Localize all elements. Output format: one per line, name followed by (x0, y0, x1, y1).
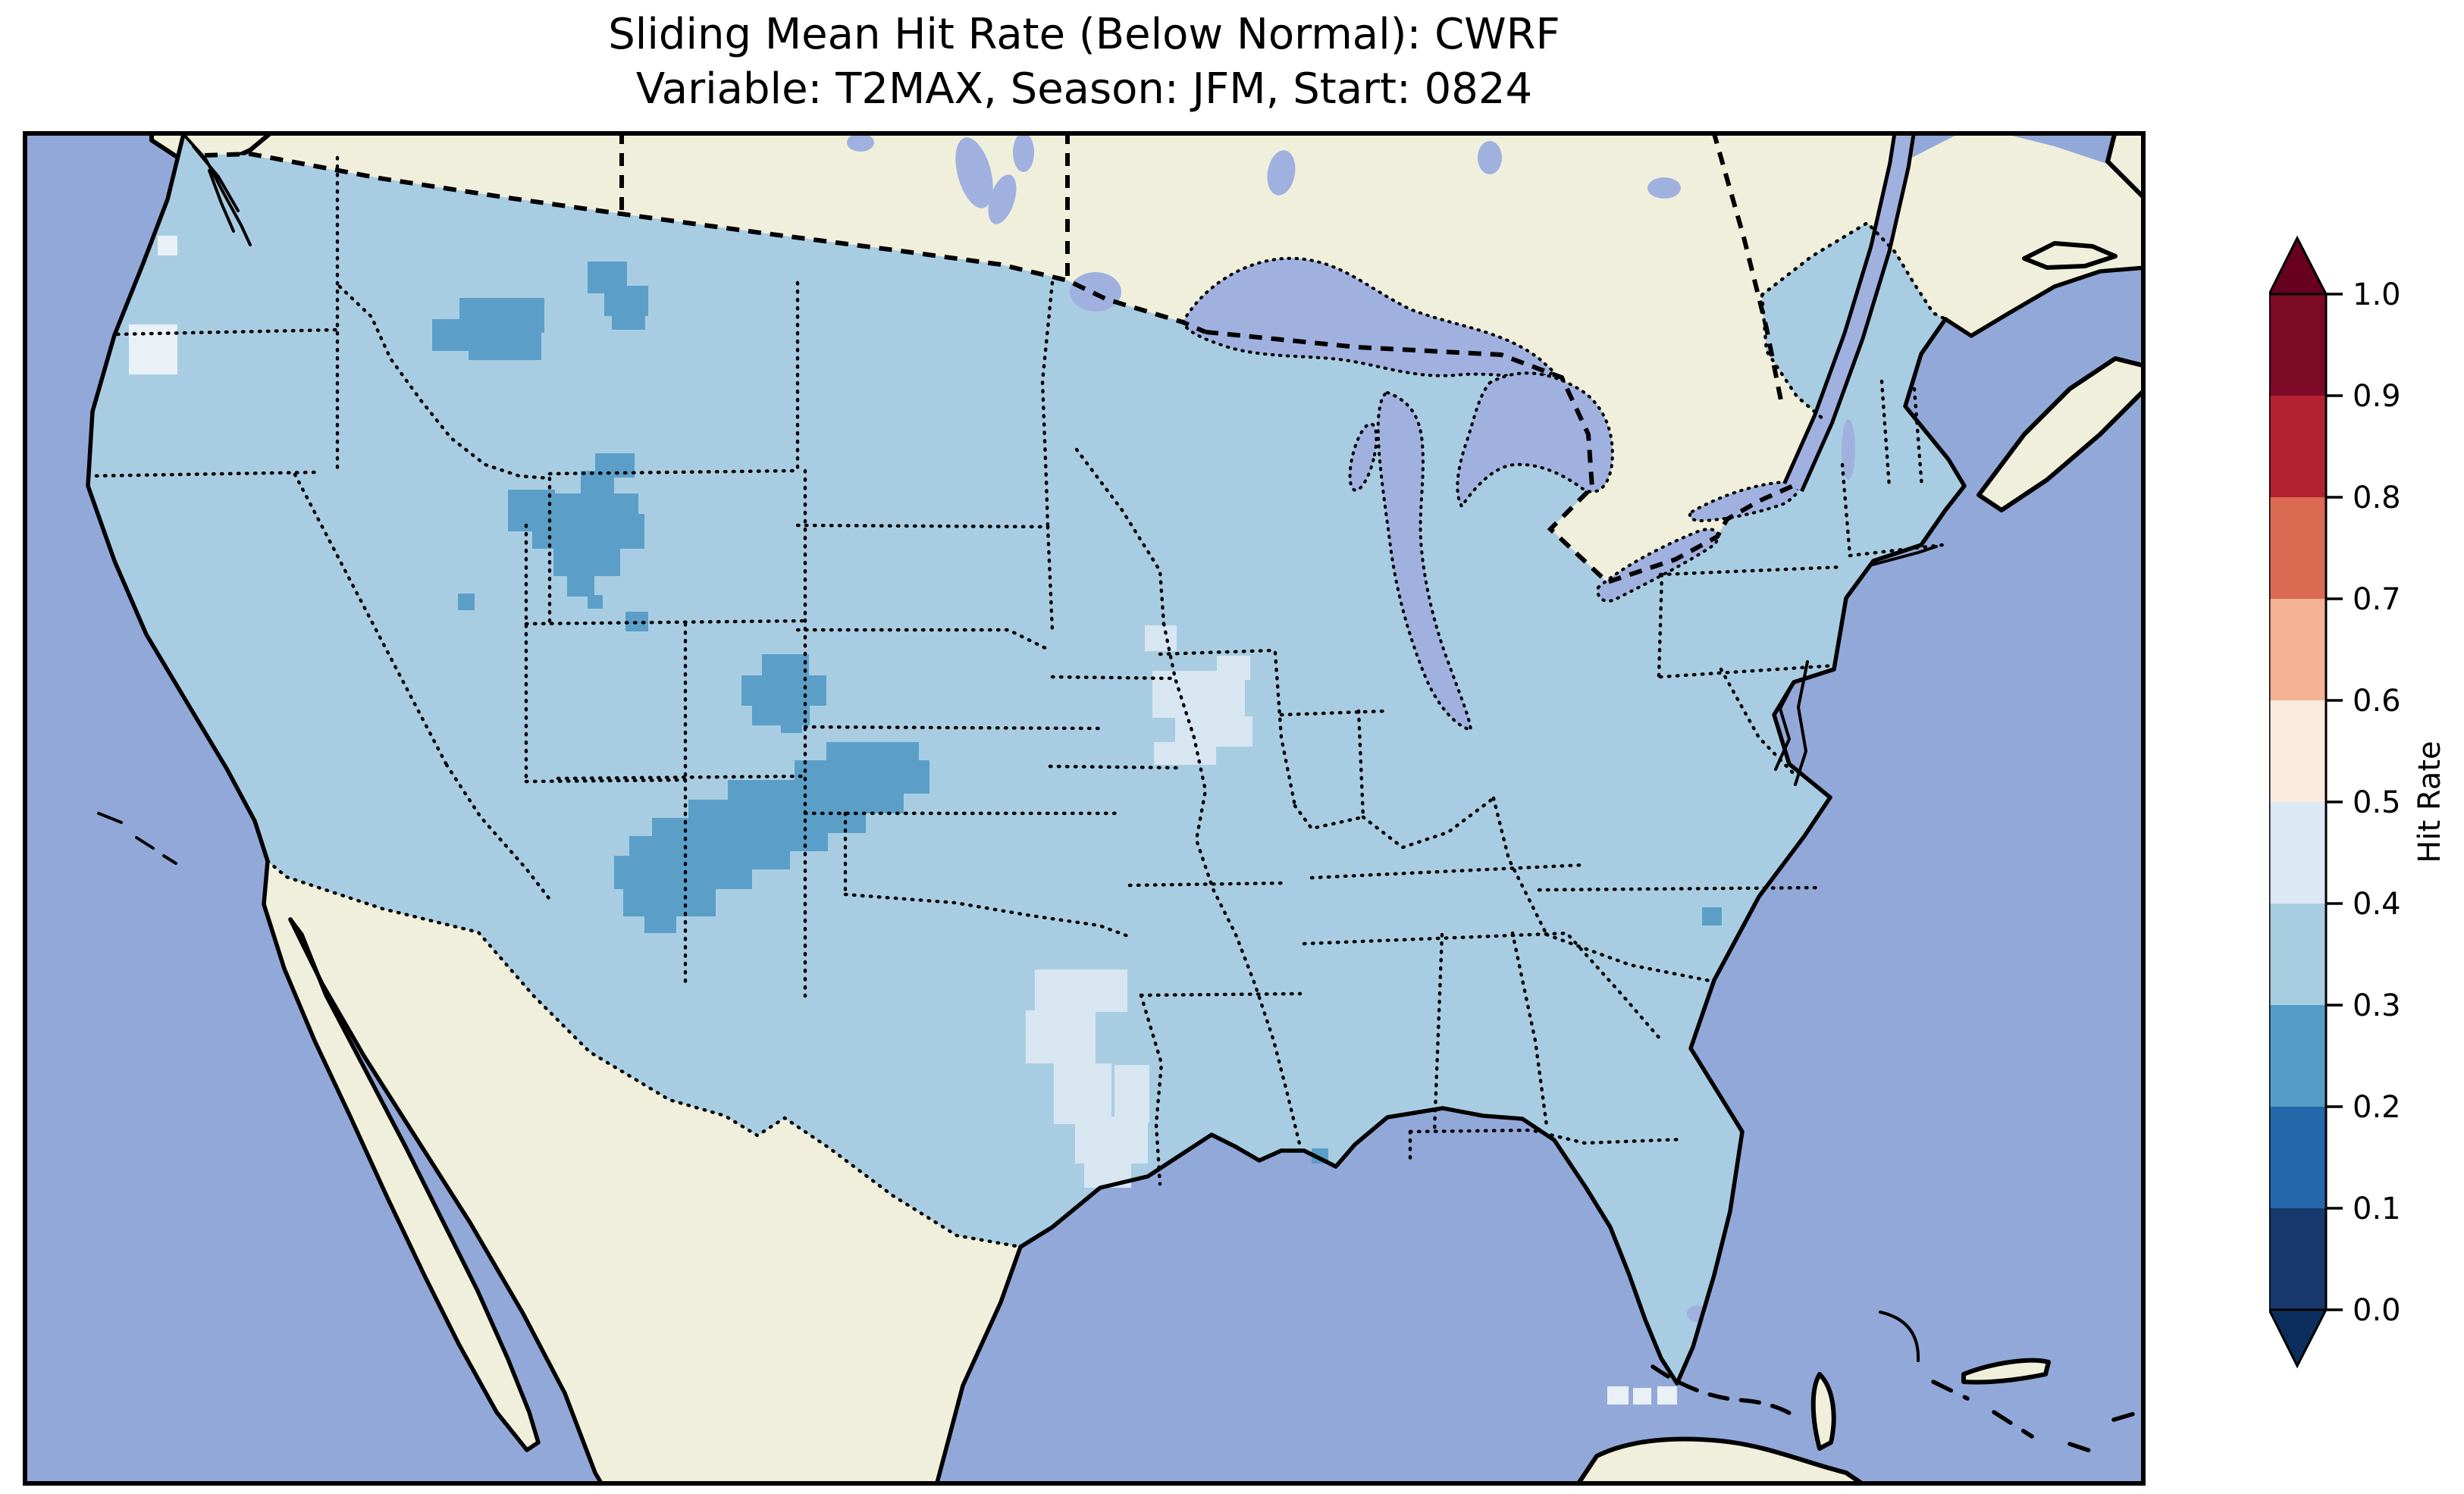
hit-rate-patch (1702, 907, 1722, 926)
map-axes (23, 131, 2146, 1486)
hit-rate-patch (459, 298, 544, 333)
colorbar-tick-label: 0.0 (2353, 1293, 2401, 1328)
hit-rate-patch (644, 912, 676, 933)
hit-rate-patch (129, 324, 177, 374)
figure-title: Sliding Mean Hit Rate (Below Normal): CW… (23, 8, 2146, 116)
hit-rate-patch (1607, 1386, 1629, 1405)
hit-rate-patch (1217, 656, 1250, 680)
colorbar-over-arrow (2269, 238, 2326, 294)
lake-champlain (1842, 419, 1855, 480)
hit-rate-patch (781, 713, 802, 733)
colorbar-bin (2269, 497, 2326, 599)
colorbar-tick-label: 0.4 (2353, 887, 2401, 922)
hit-rate-patch (1026, 1010, 1096, 1063)
hit-rate-patch (1035, 969, 1127, 1012)
colorbar-under-arrow (2269, 1310, 2326, 1366)
colorbar-tick-label: 0.6 (2353, 684, 2401, 719)
colorbar-tick-label: 0.3 (2353, 988, 2401, 1023)
colorbar: 1.0 0.9 0.8 0.7 0.6 0.5 0.4 0.3 0.2 0.1 0.0 Hit Ra… (2269, 227, 2464, 1440)
title-line-1: Sliding Mean Hit Rate (Below Normal): CW… (23, 8, 2146, 62)
colorbar-ticks: 1.0 0.9 0.8 0.7 0.6 0.5 0.4 0.3 0.2 0.1 0.0 (2326, 277, 2401, 1328)
hit-rate-patch (553, 547, 620, 576)
colorbar-bin (2269, 1208, 2326, 1310)
title-line-2: Variable: T2MAX, Season: JFM, Start: 082… (23, 62, 2146, 117)
colorbar-tick-label: 0.9 (2353, 379, 2401, 414)
hit-rate-patch (1657, 1386, 1677, 1405)
hit-rate-patch (1154, 742, 1216, 765)
hit-rate-patch (1114, 1065, 1149, 1123)
hit-rate-patch (1145, 625, 1177, 651)
colorbar-bin (2269, 396, 2326, 497)
hit-rate-patch (158, 236, 177, 255)
colorbar-blocks (2269, 294, 2326, 1310)
figure: Sliding Mean Hit Rate (Below Normal): CW… (0, 0, 2464, 1494)
colorbar-bin (2269, 700, 2326, 802)
hit-rate-patch (469, 330, 541, 360)
colorbar-bin (2269, 1005, 2326, 1107)
hit-rate-patch (1054, 1063, 1111, 1124)
colorbar-bin (2269, 1107, 2326, 1208)
colorbar-tick-label: 0.7 (2353, 582, 2401, 617)
hit-rate-patch (508, 490, 555, 531)
hit-rate-patch (567, 575, 594, 597)
colorbar-tick-label: 0.8 (2353, 481, 2401, 515)
colorbar-bin (2269, 294, 2326, 396)
hit-rate-patch (458, 594, 475, 610)
colorbar-tick-label: 0.1 (2353, 1192, 2401, 1226)
colorbar-tick-label: 1.0 (2353, 277, 2401, 312)
hit-rate-patch (614, 856, 752, 889)
hit-rate-patch (612, 309, 645, 330)
colorbar-bin (2269, 802, 2326, 904)
hit-rate-patch (1633, 1388, 1651, 1405)
colorbar-axis-label: Hit Rate (2412, 741, 2447, 863)
hit-rate-patch (1075, 1117, 1148, 1164)
colorbar-tick-label: 0.2 (2353, 1090, 2401, 1125)
colorbar-bin (2269, 904, 2326, 1005)
us-map (23, 131, 2146, 1486)
colorbar-bin (2269, 599, 2326, 700)
hit-rate-patch (588, 595, 603, 609)
colorbar-tick-label: 0.5 (2353, 785, 2401, 820)
